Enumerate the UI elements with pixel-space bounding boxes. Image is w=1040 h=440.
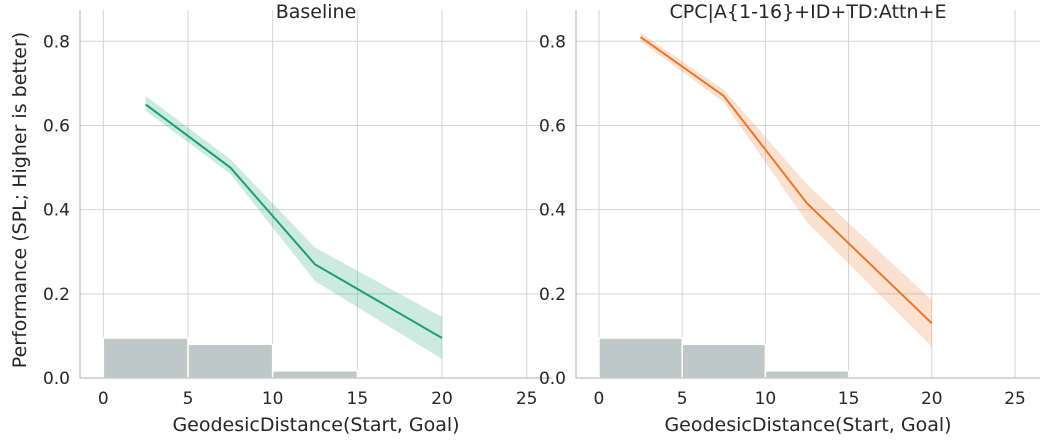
x-tick-label: 0 [98, 389, 109, 409]
confidence-band [145, 95, 443, 360]
y-tick-label: 0.8 [43, 32, 70, 52]
histogram-bar [102, 337, 189, 379]
y-tick-label: 0.2 [43, 285, 70, 305]
series-line [639, 36, 933, 325]
x-axis-label: GeodesicDistance(Start, Goal) [172, 414, 459, 436]
panel-cpc: 0 5 10 15 20 25 0.0 0.2 0.4 0.6 0.8 CPC|A{1-16}+ID+… [539, 1, 1040, 436]
panel-baseline: 0 5 10 15 20 25 0.0 0.2 0.4 0.6 0.8 Baseline Geodesi… [43, 1, 552, 436]
x-tick-label: 20 [431, 389, 453, 409]
x-tick-label: 5 [677, 389, 688, 409]
histogram-bar [598, 337, 683, 379]
x-tick-label: 0 [594, 389, 605, 409]
x-tick-label: 10 [262, 389, 284, 409]
x-tick-label: 25 [1004, 389, 1026, 409]
x-tick-label: 20 [921, 389, 943, 409]
x-tick-label: 5 [183, 389, 194, 409]
y-tick-label: 0.8 [539, 32, 566, 52]
y-tick-label: 0.4 [539, 201, 566, 221]
shared-y-axis-label: Performance (SPL; Higher is better) [9, 32, 31, 368]
x-axis-label: GeodesicDistance(Start, Goal) [664, 414, 951, 436]
histogram-bar [271, 370, 359, 379]
histogram-bar [681, 343, 767, 379]
x-tick-label: 15 [838, 389, 860, 409]
y-tick-label: 0.6 [43, 116, 70, 136]
histogram-bar [187, 343, 274, 379]
x-tick-label: 15 [347, 389, 369, 409]
y-tick-label: 0.4 [43, 201, 70, 221]
series-line [145, 103, 443, 339]
y-tick-label: 0.6 [539, 116, 566, 136]
confidence-band [640, 32, 932, 347]
y-tick-label: 0.0 [43, 369, 70, 389]
x-tick-label: 25 [516, 389, 538, 409]
y-tick-label: 0.0 [539, 369, 566, 389]
y-tick-label: 0.2 [539, 285, 566, 305]
panel-title: Baseline [276, 1, 357, 23]
panel-title: CPC|A{1-16}+ID+TD:Attn+E [670, 1, 947, 23]
x-tick-label: 10 [755, 389, 777, 409]
histogram-bar [764, 370, 850, 379]
